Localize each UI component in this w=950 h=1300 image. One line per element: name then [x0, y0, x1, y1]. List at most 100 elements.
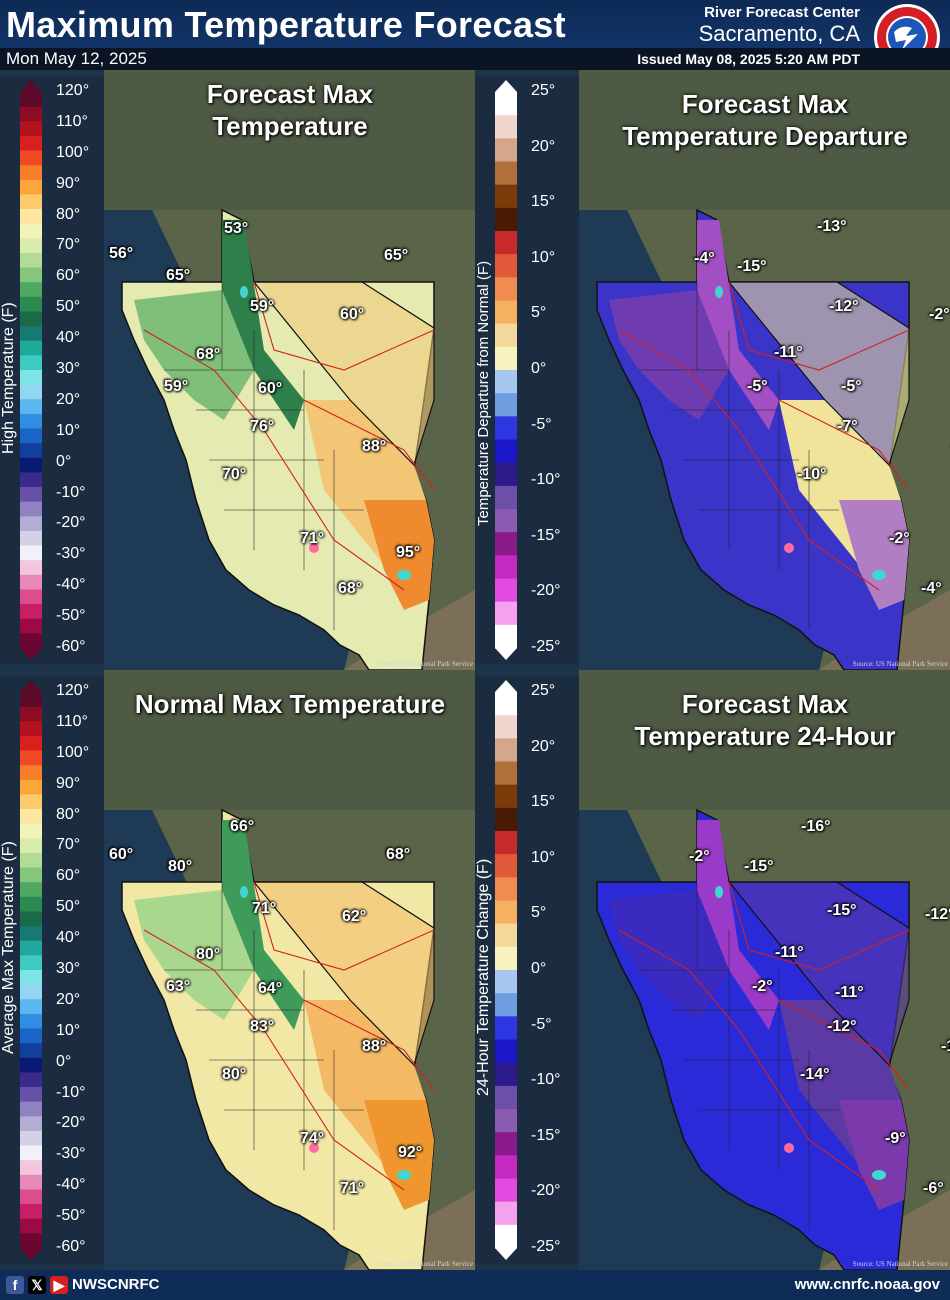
legend-tick-label: -15°	[531, 526, 561, 544]
youtube-icon[interactable]: ▶	[50, 1276, 68, 1294]
legend-tick-label: -25°	[531, 1238, 561, 1255]
legend-24hr-change: 25° 20° 15° 10° 5° 0° -5° -10° -15° -20° -25° 24-Ho…	[475, 676, 579, 1264]
map-canvas	[104, 670, 475, 1270]
legend-color-step	[20, 1013, 42, 1030]
legend-arrow-bottom	[20, 1248, 42, 1260]
legend-tick-label: 25°	[531, 82, 556, 99]
map-canvas	[579, 670, 950, 1270]
legend-color-step	[20, 1116, 42, 1132]
legend-color-step	[495, 485, 517, 510]
legend-color-step	[20, 472, 42, 488]
temperature-value-label: -2°	[689, 848, 710, 865]
temperature-value-label: 64°	[258, 980, 283, 997]
coastal-range-zone	[134, 890, 254, 1020]
facebook-icon[interactable]: f	[6, 1276, 24, 1294]
legend-color-step	[20, 735, 42, 752]
x-icon[interactable]: 𝕏	[28, 1276, 46, 1294]
legend-color-step	[495, 462, 517, 487]
legend-tick-label: -20°	[531, 582, 561, 600]
legend-color-step	[20, 1160, 42, 1176]
temperature-value-label: -13°	[817, 218, 847, 235]
legend-tick-label: 0°	[531, 360, 547, 377]
legend-color-step	[20, 867, 42, 883]
panel-title-line1: Forecast Max	[206, 79, 374, 109]
legend-arrow-bottom	[495, 1248, 517, 1260]
legend-color-step	[495, 692, 517, 716]
legend-color-step	[495, 323, 517, 348]
legend-tick-label: 50°	[56, 298, 81, 316]
legend-tick-label: -40°	[56, 576, 86, 594]
legend-tick-label: -20°	[56, 1114, 86, 1132]
nevada-region	[252, 281, 435, 467]
legend-color-step	[20, 355, 42, 371]
legend-color-step	[20, 633, 42, 649]
legend-color-step	[20, 809, 42, 825]
legend-arrow-top	[20, 80, 42, 92]
legend-color-step	[20, 179, 42, 196]
legend-color-step	[495, 877, 517, 902]
oregon-terrain	[579, 70, 950, 210]
legend-tick-label: -10°	[531, 1071, 561, 1089]
legend-arrow-bottom	[20, 648, 42, 660]
legend-color-step	[495, 1062, 517, 1087]
temperature-value-label: -15°	[744, 858, 774, 875]
nevada-region	[252, 881, 435, 1067]
legend-color-step	[20, 750, 42, 766]
legend-tick-label: 0°	[531, 960, 547, 977]
legend-color-step	[20, 150, 42, 166]
legend-title: 24-Hour Temperature Change (F)	[475, 858, 492, 1096]
legend-color-step	[495, 346, 517, 371]
legend-color-step	[495, 231, 517, 255]
legend-tick-label: 20°	[56, 390, 81, 408]
legend-color-step	[20, 194, 42, 210]
source-credit: Source: US National Park Service	[852, 660, 948, 668]
legend-tick-label: -5°	[531, 1015, 552, 1033]
legend-color-step	[20, 252, 42, 269]
legend-arrow-top	[495, 680, 517, 692]
temperature-value-label: -2°	[752, 978, 773, 995]
legend-color-step	[495, 1224, 517, 1249]
temperature-value-label: -4°	[921, 580, 942, 597]
legend-color-step	[495, 1016, 517, 1041]
temperature-value-label: 74°	[300, 1130, 325, 1147]
legend-color-step	[20, 955, 42, 971]
legend-tick-label: 80°	[56, 205, 81, 223]
legend-color-step	[495, 624, 517, 649]
highway-line	[728, 281, 910, 371]
temperature-value-label: -2°	[889, 530, 910, 547]
lake-tahoe	[715, 886, 723, 898]
temperature-value-label: 71°	[252, 900, 277, 917]
legend-color-step	[20, 721, 42, 737]
low-desert-zone	[364, 500, 434, 610]
rfc-label: River Forecast Center	[704, 4, 860, 21]
temperature-value-label: -9°	[885, 1130, 906, 1147]
temperature-value-label: 71°	[300, 530, 325, 547]
legend-color-step	[20, 1189, 42, 1205]
legend-tick-label: -60°	[56, 1238, 86, 1255]
panel-title-line1: Forecast Max	[681, 689, 849, 719]
legend-color-step	[495, 393, 517, 417]
nevada-region	[727, 881, 910, 1067]
social-handle[interactable]: NWSCNRFC	[72, 1276, 160, 1293]
source-credit: Source: US National Park Service	[377, 660, 473, 668]
highway-line	[303, 399, 435, 491]
legend-tick-label: 120°	[56, 82, 90, 99]
la-urban-area	[784, 543, 794, 553]
legend-color-step	[495, 439, 517, 464]
legend-color-step	[20, 413, 42, 430]
legend-tick-label: 70°	[56, 836, 81, 854]
legend-color-step	[495, 532, 517, 556]
coastal-range-zone	[134, 290, 254, 420]
legend-color-step	[20, 296, 42, 313]
temperature-value-label: 80°	[168, 858, 193, 875]
map-forecast-max	[104, 70, 475, 670]
temperature-value-label: 65°	[384, 247, 409, 264]
legend-tick-label: -30°	[56, 1145, 86, 1163]
sierra-zone	[697, 820, 779, 1030]
temperature-value-label: 92°	[398, 1144, 423, 1161]
legend-color-step	[495, 92, 517, 116]
header: Maximum Temperature Forecast River Forec…	[0, 0, 950, 70]
website-link[interactable]: www.cnrfc.noaa.gov	[794, 1276, 940, 1293]
legend-color-step	[495, 1132, 517, 1156]
highway-line	[618, 329, 880, 591]
